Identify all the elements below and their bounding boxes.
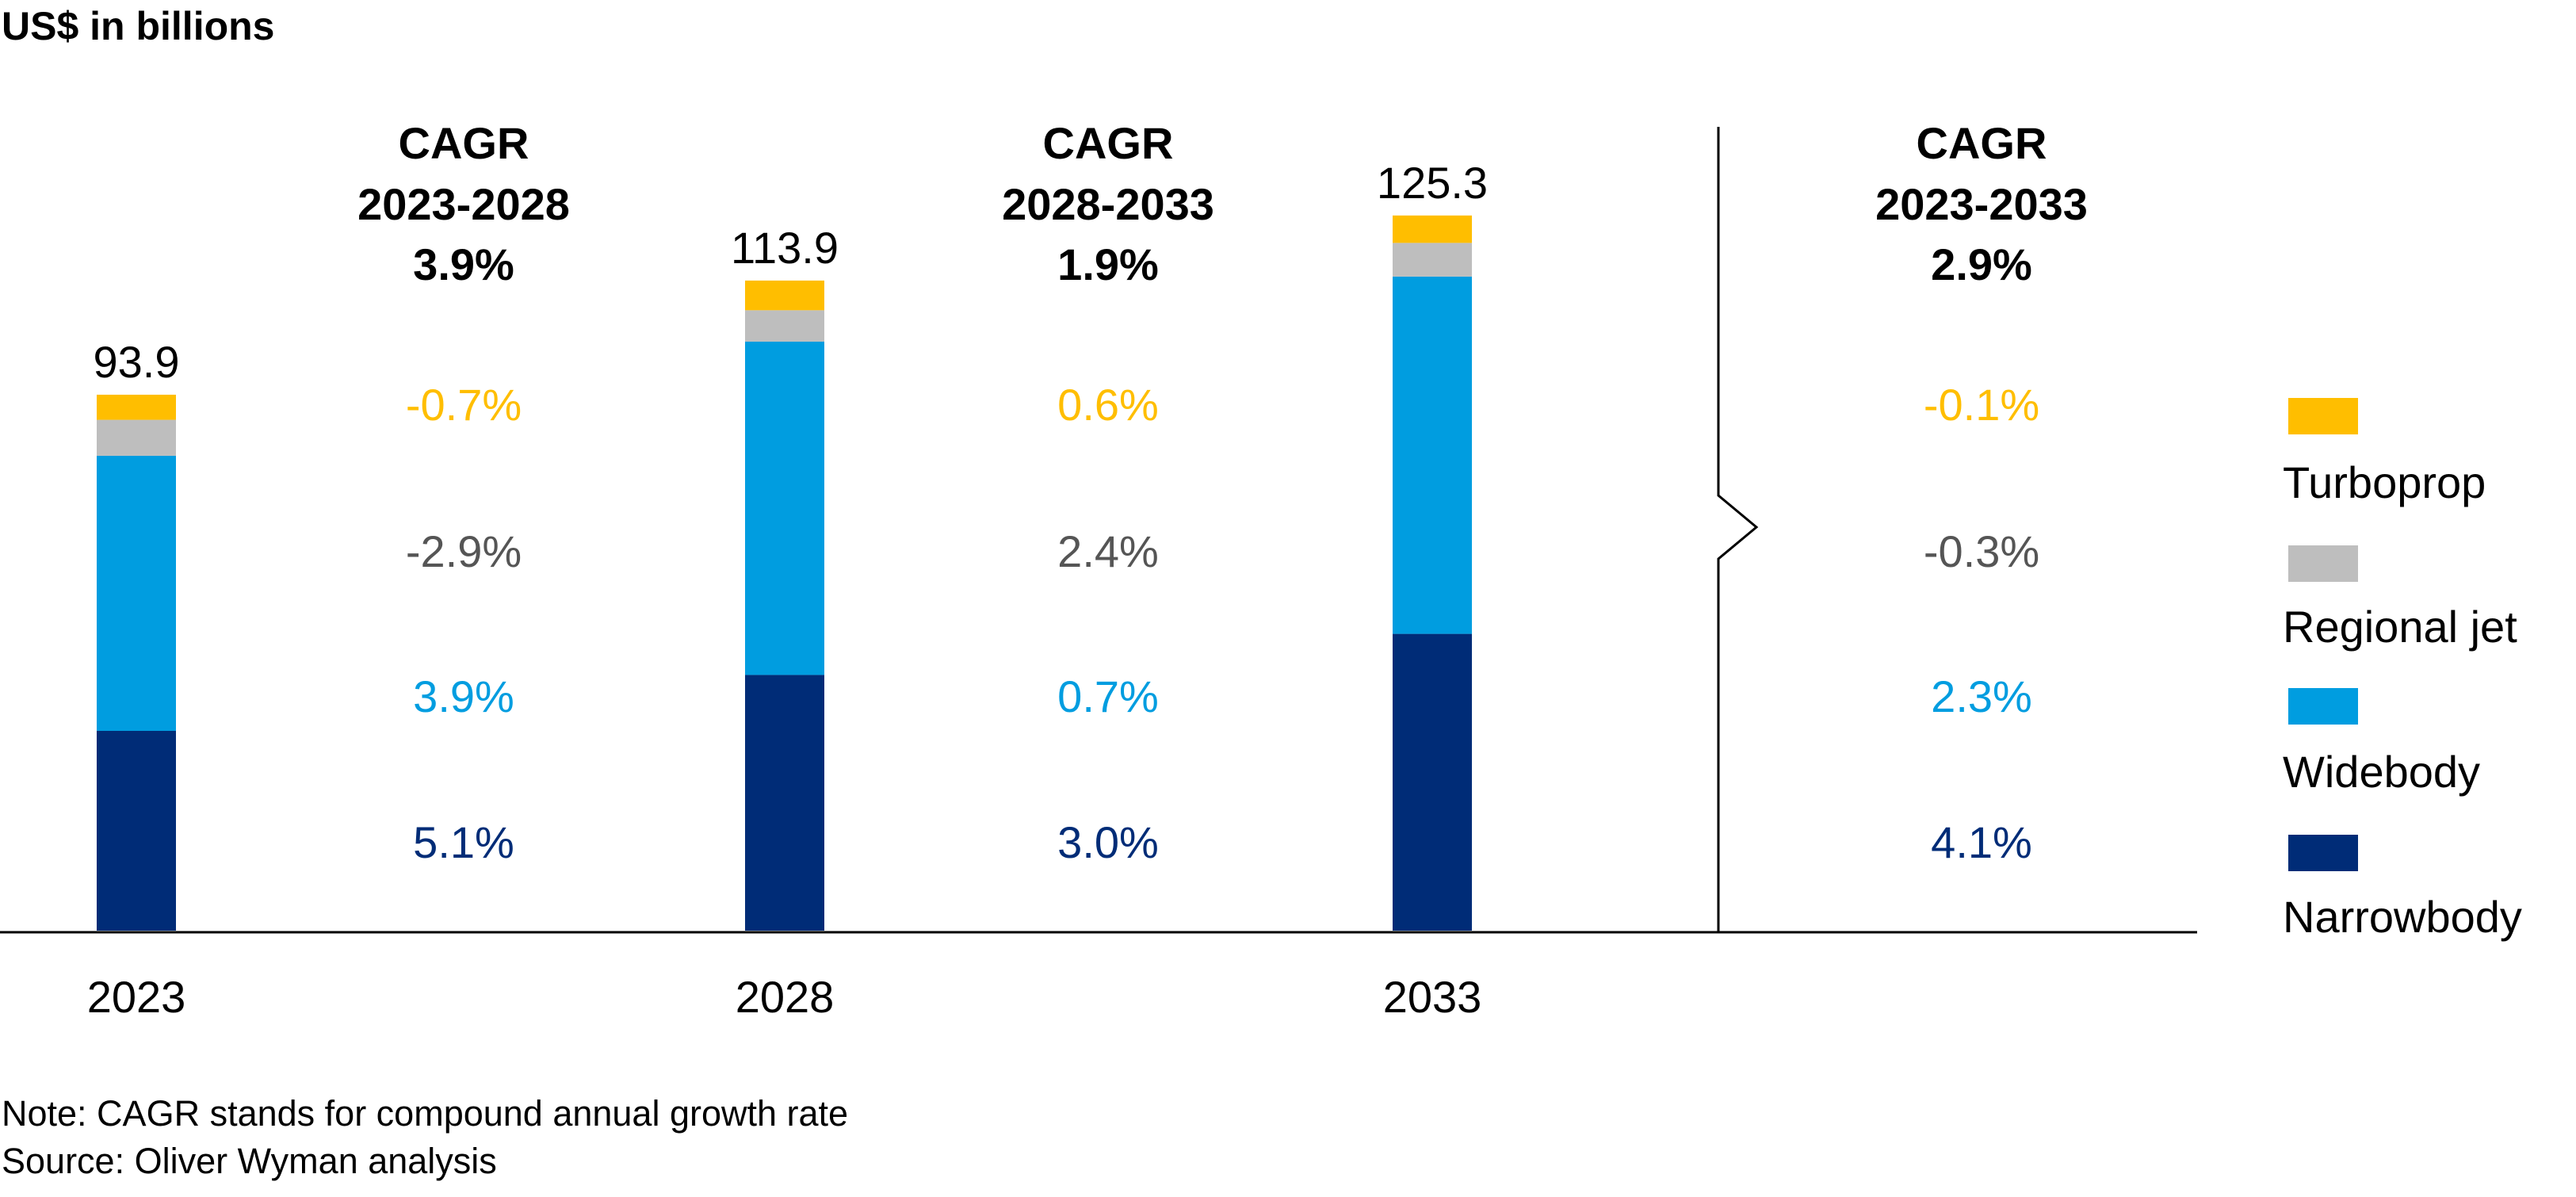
bar-2023-narrowbody [97,731,176,931]
cagr-value-1-narrowbody: 5.1% [413,817,514,867]
cagr-value-2-turboprop: 0.6% [1057,380,1159,430]
legend-swatch-narrowbody [2288,835,2358,871]
bar-2028-regional-jet [745,310,824,342]
bar-2023-widebody [97,455,176,731]
legend-swatch-turboprop [2288,398,2358,434]
cagr-columns-group: CAGR 2023-2028 3.9% 5.1% 3.9% -2.9% -0.7% CAGR 2… [357,118,2088,867]
footnote-note: Note: CAGR stands for compound annual gr… [2,1093,848,1134]
cagr-value-3-widebody: 2.3% [1931,671,2032,721]
cagr-value-1-turboprop: -0.7% [406,380,522,430]
legend-swatch-widebody [2288,688,2358,725]
cagr-value-2-regional-jet: 2.4% [1057,526,1159,576]
cagr-value-3-regional-jet: -0.3% [1924,526,2039,576]
cagr-header-3-line-1: CAGR [1917,118,2047,168]
cagr-header-1-line-2: 2023-2028 [357,179,570,229]
axis-break-divider [1717,127,1759,932]
bar-2028-turboprop [745,280,824,311]
bar-2023-regional-jet [97,419,176,456]
cagr-header-3-line-2: 2023-2033 [1875,179,2088,229]
bar-2028-widebody [745,341,824,675]
cagr-header-1-line-3: 3.9% [413,239,514,289]
legend: Turboprop Regional jet Widebody Narrowbody [2283,398,2522,942]
bar-2033-regional-jet [1393,243,1472,277]
cagr-value-3-narrowbody: 4.1% [1931,817,2032,867]
bar-2033-widebody [1393,276,1472,634]
total-label-2033: 125.3 [1377,158,1488,208]
x-tick-label-2023: 2023 [87,972,186,1022]
bar-2023-turboprop [97,394,176,420]
legend-label-narrowbody: Narrowbody [2283,892,2522,942]
cagr-header-2-line-2: 2028-2033 [1002,179,1214,229]
bars-group [97,215,1472,931]
cagr-value-3-turboprop: -0.1% [1924,380,2039,430]
cagr-header-2-line-1: CAGR [1043,118,1174,168]
cagr-value-1-regional-jet: -2.9% [406,526,522,576]
legend-label-turboprop: Turboprop [2283,457,2486,507]
cagr-header-2-line-3: 1.9% [1057,239,1159,289]
x-tick-label-2033: 2033 [1383,972,1482,1022]
bar-2033-turboprop [1393,215,1472,243]
legend-label-widebody: Widebody [2283,747,2480,797]
total-label-2028: 113.9 [731,223,839,273]
x-tick-labels-group: 2023 2028 2033 [87,972,1482,1022]
chart-title: US$ in billions [2,4,274,48]
cagr-value-1-widebody: 3.9% [413,671,514,721]
legend-swatch-regional-jet [2288,545,2358,582]
cagr-header-1-line-1: CAGR [399,118,529,168]
footnote-source: Source: Oliver Wyman analysis [2,1141,497,1181]
legend-label-regional-jet: Regional jet [2283,602,2517,652]
bar-2028-narrowbody [745,675,824,931]
bar-2033-narrowbody [1393,633,1472,931]
cagr-value-2-widebody: 0.7% [1057,671,1159,721]
x-tick-label-2028: 2028 [736,972,835,1022]
total-label-2023: 93.9 [94,337,180,387]
cagr-value-2-narrowbody: 3.0% [1057,817,1159,867]
total-labels-group: 93.9 113.9 125.3 [94,158,1489,387]
cagr-header-3-line-3: 2.9% [1931,239,2032,289]
